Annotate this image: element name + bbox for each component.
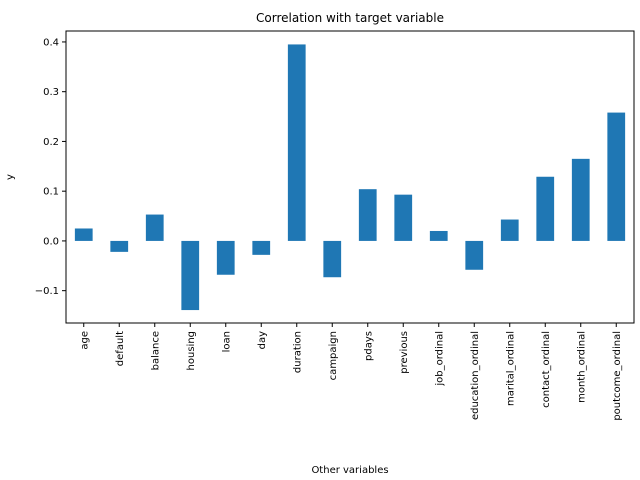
x-tick-label: education_ordinal bbox=[470, 331, 481, 420]
x-tick-label: day bbox=[257, 331, 268, 349]
y-tick-label: 0.2 bbox=[43, 137, 59, 148]
bar-job_ordinal bbox=[429, 230, 448, 241]
bar-day bbox=[252, 240, 271, 255]
bar-balance bbox=[145, 214, 164, 241]
bar-contact_ordinal bbox=[536, 176, 555, 241]
x-axis-ticks: age default balance housing loan day duration c… bbox=[79, 323, 623, 421]
x-tick-label: housing bbox=[186, 331, 197, 370]
bar-housing bbox=[181, 240, 200, 311]
bars-group bbox=[74, 44, 626, 311]
y-tick-label: 0.3 bbox=[43, 87, 59, 98]
chart-title: Correlation with target variable bbox=[256, 11, 444, 25]
y-tick-label: 0.0 bbox=[43, 236, 59, 247]
y-tick-label: 0.1 bbox=[43, 187, 59, 198]
y-axis-ticks: −0.1 0.0 0.1 0.2 0.3 0.4 bbox=[35, 37, 66, 297]
x-tick-label: month_ordinal bbox=[576, 331, 587, 403]
bar-age bbox=[74, 228, 93, 241]
bar-marital_ordinal bbox=[500, 219, 519, 241]
bar-loan bbox=[216, 240, 235, 275]
x-tick-label: contact_ordinal bbox=[541, 331, 552, 408]
bar-month_ordinal bbox=[571, 158, 590, 241]
x-tick-label: job_ordinal bbox=[434, 331, 445, 387]
bar-duration bbox=[287, 44, 306, 241]
x-tick-label: marital_ordinal bbox=[505, 331, 516, 406]
y-tick-label: 0.4 bbox=[43, 37, 59, 48]
bar-default bbox=[110, 240, 129, 252]
x-tick-label: pdays bbox=[363, 331, 374, 361]
bar-previous bbox=[394, 194, 413, 241]
x-tick-label: duration bbox=[292, 331, 303, 373]
x-tick-label: balance bbox=[150, 331, 161, 370]
y-tick-label: −0.1 bbox=[35, 286, 59, 297]
x-tick-label: default bbox=[115, 331, 126, 366]
bar-education_ordinal bbox=[465, 240, 484, 270]
x-tick-label: age bbox=[79, 331, 90, 350]
x-tick-label: previous bbox=[399, 331, 410, 374]
bar-pdays bbox=[358, 189, 377, 241]
bar-poutcome_ordinal bbox=[607, 112, 626, 241]
plot-frame bbox=[65, 30, 635, 324]
bar-campaign bbox=[323, 240, 342, 278]
x-axis-label: Other variables bbox=[311, 465, 388, 476]
y-axis-label: y bbox=[5, 174, 16, 180]
x-tick-label: loan bbox=[221, 331, 232, 352]
x-tick-label: campaign bbox=[328, 331, 339, 380]
x-tick-label: poutcome_ordinal bbox=[612, 331, 623, 421]
